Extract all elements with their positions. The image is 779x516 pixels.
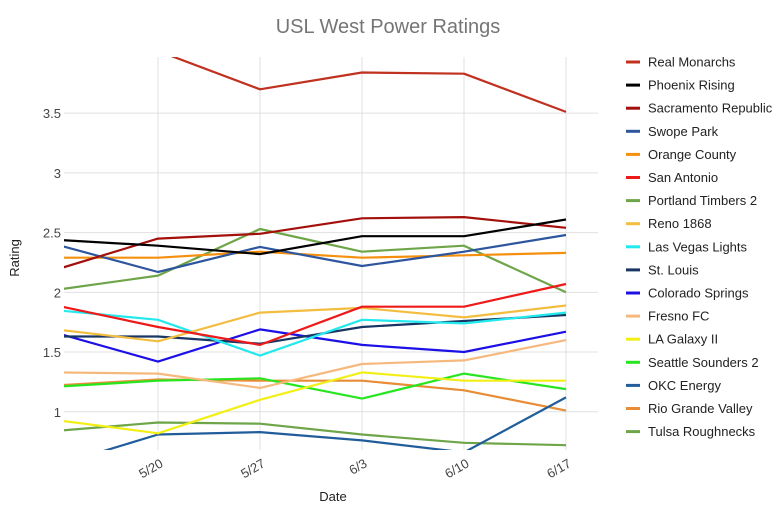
legend-entry: Rio Grande Valley xyxy=(648,401,753,416)
y-tick-label: 2.5 xyxy=(43,226,61,241)
x-axis-ticks: 5/20 5/27 6/3 6/10 6/17 xyxy=(136,456,573,482)
legend-entry: Portland Timbers 2 xyxy=(648,193,757,208)
legend-entry: Las Vegas Lights xyxy=(648,239,748,254)
y-axis-label: Rating xyxy=(7,239,22,277)
legend-entry: Real Monarchs xyxy=(648,55,736,70)
legend-entry: OKC Energy xyxy=(648,378,721,393)
legend-entry: Tulsa Roughnecks xyxy=(648,424,756,439)
series-line-fresno-fc xyxy=(64,339,567,389)
legend-entry: San Antonio xyxy=(648,170,718,185)
series-line-seattle-sounders-2 xyxy=(64,372,567,400)
series-line-colorado-springs xyxy=(64,328,567,363)
legend-entry: Sacramento Republic xyxy=(648,101,773,116)
x-axis-label: Date xyxy=(319,489,346,504)
legend-entry: Reno 1868 xyxy=(648,216,712,231)
legend-entry: Phoenix Rising xyxy=(648,78,735,93)
legend-entry: LA Galaxy II xyxy=(648,332,718,347)
legend-entry: Swope Park xyxy=(648,124,719,139)
y-tick-label: 2 xyxy=(54,285,61,300)
series-line-st-louis xyxy=(64,313,567,345)
series-line-orange-county xyxy=(64,250,567,259)
y-tick-label: 1 xyxy=(54,405,61,420)
x-tick-label: 5/27 xyxy=(238,456,267,482)
legend-entry: Fresno FC xyxy=(648,309,709,324)
series-lines xyxy=(64,57,567,450)
x-tick-label: 6/10 xyxy=(442,456,471,482)
legend: Real Monarchs Phoenix Rising Sacramento Re… xyxy=(626,55,773,439)
series-line-reno-1868 xyxy=(64,304,567,343)
legend-entry: Seattle Sounders 2 xyxy=(648,355,759,370)
x-tick-label: 6/3 xyxy=(346,456,369,478)
series-line-rio-grande-valley xyxy=(64,378,567,412)
y-tick-label: 3 xyxy=(54,166,61,181)
y-axis-ticks: 1 1.5 2 2.5 3 3.5 xyxy=(43,106,61,420)
series-line-la-galaxy-ii xyxy=(64,371,566,435)
y-tick-label: 3.5 xyxy=(43,106,61,121)
x-tick-label: 6/17 xyxy=(544,456,573,482)
y-tick-label: 1.5 xyxy=(43,345,61,360)
legend-entry: Orange County xyxy=(648,147,737,162)
legend-entry: St. Louis xyxy=(648,262,699,277)
x-tick-label: 5/20 xyxy=(136,456,165,482)
series-line-san-antonio xyxy=(64,282,567,346)
series-line-swope-park xyxy=(64,233,567,274)
series-line-las-vegas-lights xyxy=(64,309,567,357)
series-line-okc-energy xyxy=(103,396,567,450)
legend-entry: Colorado Springs xyxy=(648,286,749,301)
series-line-portland-timbers-2 xyxy=(64,227,567,294)
series-line-real-monarchs xyxy=(170,57,567,113)
series-line-phoenix-rising xyxy=(64,218,567,256)
chart-title: USL West Power Ratings xyxy=(276,16,501,38)
gridlines xyxy=(64,57,598,450)
